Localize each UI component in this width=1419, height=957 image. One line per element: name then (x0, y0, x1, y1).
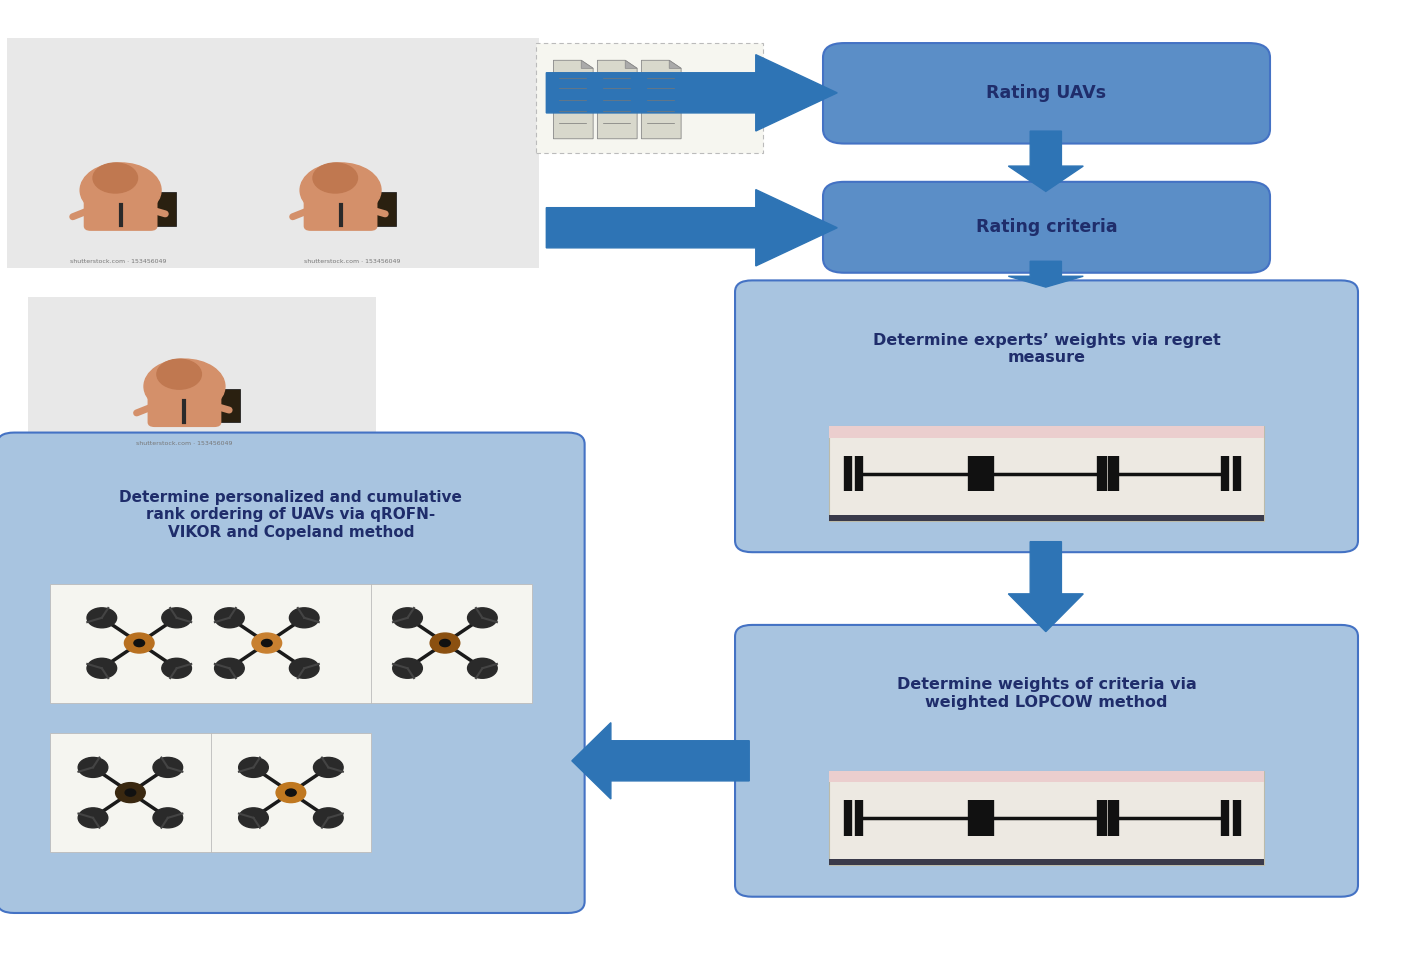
Circle shape (238, 757, 268, 777)
Text: shutterstock.com · 153456049: shutterstock.com · 153456049 (136, 441, 233, 446)
FancyBboxPatch shape (823, 43, 1270, 144)
Text: Determine personalized and cumulative
rank ordering of UAVs via qROFN-
VIKOR and: Determine personalized and cumulative ra… (119, 490, 463, 540)
Circle shape (153, 808, 183, 828)
Circle shape (314, 757, 343, 777)
Polygon shape (115, 192, 176, 226)
Circle shape (115, 783, 145, 803)
FancyBboxPatch shape (84, 194, 158, 231)
Circle shape (393, 658, 423, 679)
Circle shape (78, 757, 108, 777)
Polygon shape (546, 55, 837, 131)
Polygon shape (1009, 542, 1083, 632)
Circle shape (162, 608, 192, 628)
Polygon shape (546, 189, 837, 266)
Circle shape (261, 639, 272, 647)
Circle shape (162, 658, 192, 679)
Circle shape (440, 639, 450, 647)
Circle shape (314, 808, 343, 828)
Circle shape (430, 633, 460, 653)
FancyBboxPatch shape (829, 426, 1264, 437)
Circle shape (125, 790, 136, 796)
FancyBboxPatch shape (829, 770, 1264, 782)
Circle shape (133, 639, 145, 647)
Circle shape (81, 163, 160, 217)
Circle shape (78, 808, 108, 828)
FancyBboxPatch shape (829, 426, 1264, 521)
Circle shape (314, 163, 358, 193)
Text: shutterstock.com · 153456049: shutterstock.com · 153456049 (70, 259, 166, 264)
Polygon shape (670, 60, 681, 68)
Circle shape (125, 633, 155, 653)
FancyBboxPatch shape (0, 433, 585, 913)
FancyBboxPatch shape (536, 43, 763, 153)
Text: shutterstock.com · 153456049: shutterstock.com · 153456049 (304, 259, 400, 264)
Circle shape (94, 163, 138, 193)
Circle shape (153, 757, 183, 777)
Text: Rating UAVs: Rating UAVs (986, 84, 1107, 102)
Polygon shape (597, 60, 637, 139)
FancyBboxPatch shape (823, 182, 1270, 273)
Circle shape (214, 658, 244, 679)
Text: Rating criteria: Rating criteria (976, 218, 1117, 236)
Circle shape (87, 658, 116, 679)
Text: Determine experts’ weights via regret
measure: Determine experts’ weights via regret me… (873, 333, 1220, 366)
Circle shape (299, 163, 380, 217)
FancyBboxPatch shape (28, 297, 376, 450)
FancyBboxPatch shape (829, 770, 1264, 865)
Circle shape (289, 658, 319, 679)
Polygon shape (1009, 261, 1083, 287)
Polygon shape (179, 389, 240, 422)
FancyBboxPatch shape (50, 584, 532, 702)
FancyBboxPatch shape (829, 859, 1264, 865)
FancyBboxPatch shape (735, 625, 1358, 897)
Circle shape (468, 658, 497, 679)
Circle shape (145, 359, 224, 413)
Circle shape (238, 808, 268, 828)
Circle shape (158, 359, 201, 389)
Circle shape (277, 783, 305, 803)
FancyBboxPatch shape (829, 515, 1264, 521)
Polygon shape (553, 60, 593, 139)
Circle shape (289, 608, 319, 628)
Polygon shape (335, 192, 396, 226)
Circle shape (253, 633, 281, 653)
Circle shape (468, 608, 497, 628)
Polygon shape (582, 60, 593, 68)
Polygon shape (626, 60, 637, 68)
FancyBboxPatch shape (148, 390, 221, 427)
Polygon shape (1009, 131, 1083, 191)
Circle shape (393, 608, 423, 628)
FancyBboxPatch shape (304, 194, 377, 231)
FancyBboxPatch shape (50, 733, 372, 852)
FancyBboxPatch shape (735, 280, 1358, 552)
Text: Determine weights of criteria via
weighted LOPCOW method: Determine weights of criteria via weight… (897, 678, 1196, 710)
FancyBboxPatch shape (7, 38, 539, 268)
Circle shape (214, 608, 244, 628)
Polygon shape (641, 60, 681, 139)
Circle shape (285, 790, 297, 796)
Polygon shape (572, 723, 749, 799)
Circle shape (87, 608, 116, 628)
